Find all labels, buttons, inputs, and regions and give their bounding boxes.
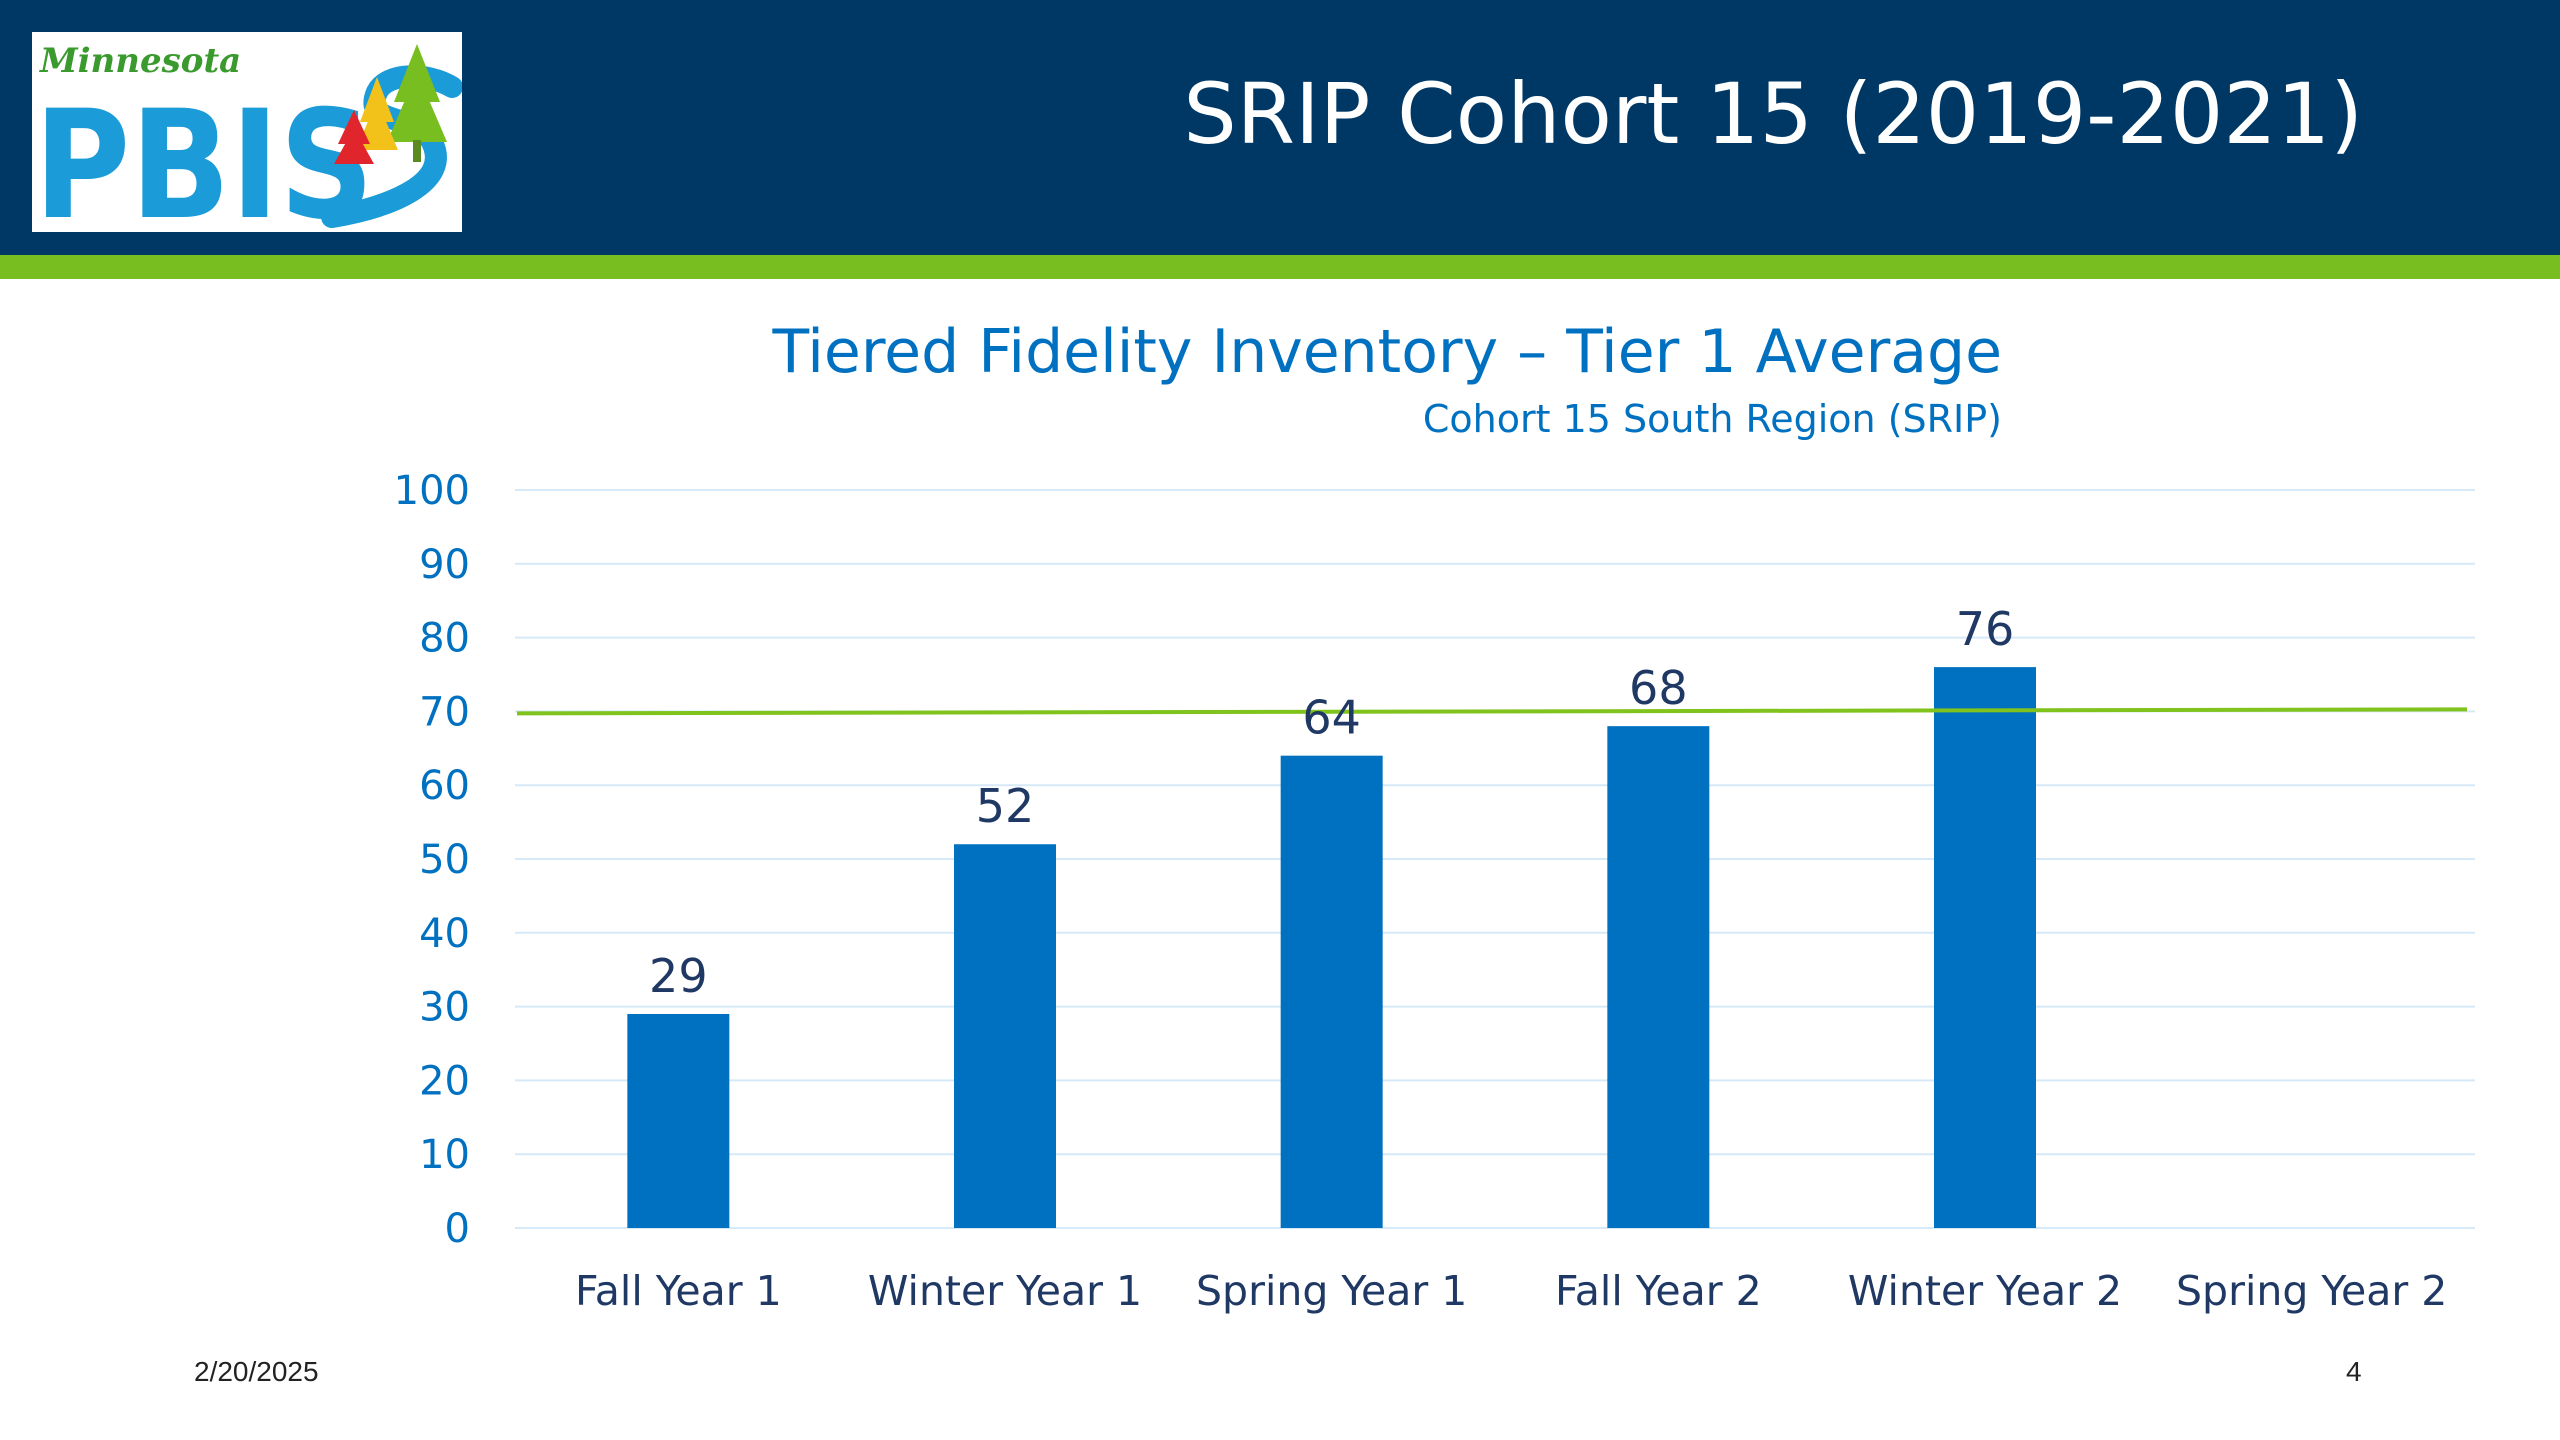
x-tick-label: Fall Year 2: [1555, 1267, 1762, 1315]
bar: [954, 844, 1056, 1228]
chart-subtitle: Cohort 15 South Region (SRIP): [1422, 397, 2002, 441]
y-tick-label: 70: [419, 689, 470, 735]
y-tick-label: 10: [419, 1132, 470, 1178]
data-label: 29: [649, 949, 708, 1003]
y-tick-label: 90: [419, 542, 470, 588]
x-tick-label: Winter Year 2: [1848, 1267, 2122, 1315]
footer-date: 2/20/2025: [194, 1356, 319, 1387]
x-tick-label: Spring Year 2: [2176, 1267, 2447, 1315]
data-label: 76: [1956, 602, 2015, 656]
y-tick-label: 40: [419, 911, 470, 957]
data-label: 64: [1302, 691, 1361, 745]
x-tick-label: Spring Year 1: [1196, 1267, 1467, 1315]
y-tick-label: 100: [394, 468, 470, 514]
x-tick-label: Fall Year 1: [575, 1267, 782, 1315]
slide-title: SRIP Cohort 15 (2019-2021): [1183, 65, 2363, 163]
pbis-logo: Minnesota PBIS: [32, 32, 462, 232]
reference-line: [516, 707, 2468, 716]
y-tick-label: 30: [419, 985, 470, 1031]
x-tick-label: Winter Year 1: [868, 1267, 1142, 1315]
reference-line-layer: [516, 707, 2468, 716]
bars: [627, 667, 2036, 1228]
labels: 0 10 20 30 40 50 60 70 80 90 100 29 Fall Year 1 52 Win…: [394, 468, 2448, 1315]
gridlines: [515, 489, 2475, 1229]
bar: [1607, 726, 1710, 1228]
logo-letters: PBIS: [34, 79, 374, 232]
logo-state-text: Minnesota: [39, 41, 241, 81]
bar: [1280, 755, 1383, 1228]
y-tick-label: 20: [419, 1058, 470, 1104]
page-number: 4: [2346, 1356, 2362, 1387]
bar: [627, 1013, 730, 1228]
chart-title: Tiered Fidelity Inventory – Tier 1 Avera…: [772, 317, 2002, 387]
bar: [1934, 667, 2036, 1228]
y-tick-label: 50: [419, 837, 470, 883]
y-tick-label: 80: [419, 616, 470, 662]
accent-bar: [0, 255, 2560, 279]
y-tick-label: 0: [445, 1206, 470, 1252]
data-label: 68: [1629, 661, 1688, 715]
y-tick-label: 60: [419, 763, 470, 809]
data-label: 52: [976, 779, 1035, 833]
